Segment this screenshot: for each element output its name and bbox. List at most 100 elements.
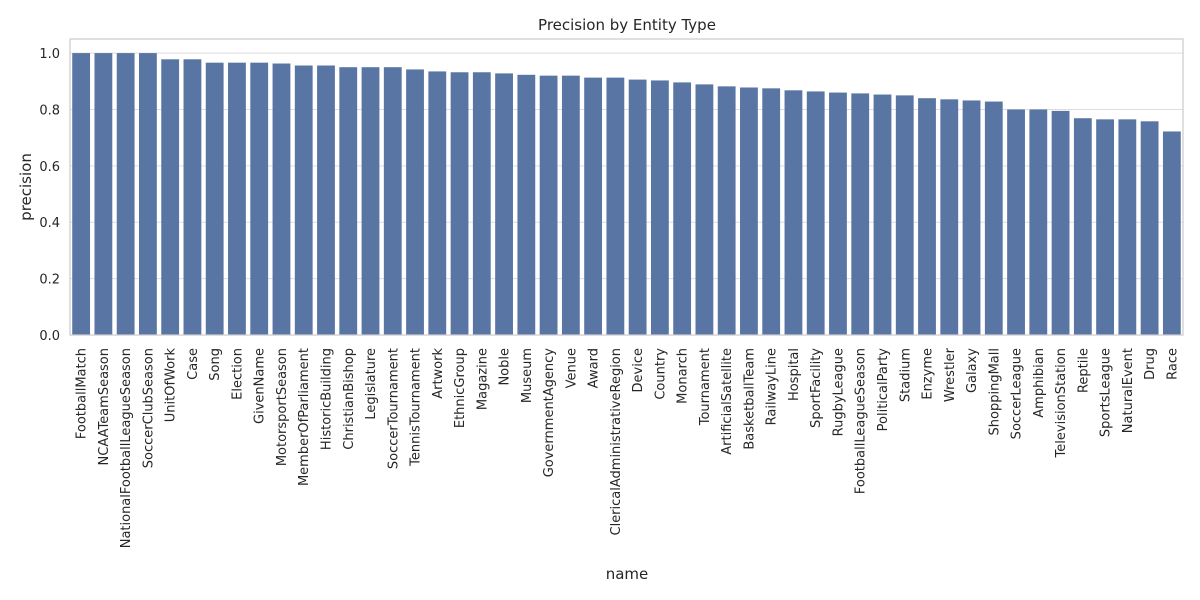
bar-Amphibian	[1029, 109, 1048, 335]
bar-NCAATeamSeason	[94, 53, 113, 335]
bar-Race	[1162, 131, 1181, 335]
x-tick-label: SoccerClubSeason	[141, 348, 156, 468]
bar-TennisTournament	[406, 69, 424, 336]
bar-BasketballTeam	[740, 87, 758, 336]
bar-ShoppingMall	[984, 101, 1003, 335]
bar-MemberOfParliament	[294, 65, 313, 335]
y-axis-label: precision	[17, 153, 35, 221]
x-tick-label: Tournament	[698, 348, 713, 426]
x-tick-label: HistoricBuilding	[319, 348, 334, 450]
x-tick-label: FootballMatch	[75, 348, 90, 439]
x-tick-label: NationalFootballLeagueSeason	[119, 348, 134, 548]
x-tick-label: Reptile	[1076, 348, 1091, 393]
x-tick-label: ShoppingMall	[987, 348, 1002, 435]
y-tick-label: 0.6	[39, 160, 60, 175]
bar-RailwayLine	[762, 88, 781, 335]
x-tick-label: Monarch	[676, 348, 691, 404]
x-tick-label: MotorsportSeason	[275, 348, 290, 466]
bar-EthnicGroup	[450, 72, 469, 335]
x-tick-label: SportFacility	[809, 348, 824, 428]
x-tick-label: Country	[653, 348, 668, 400]
bar-Hospital	[784, 90, 803, 335]
x-tick-label: Amphibian	[1032, 348, 1047, 418]
x-tick-label: Museum	[520, 348, 535, 403]
bar-Wrestler	[940, 99, 959, 335]
x-tick-label: SportsLeague	[1099, 348, 1114, 437]
x-axis-label: name	[606, 565, 649, 583]
x-tick-label: Legislature	[364, 348, 379, 420]
bar-Museum	[517, 74, 536, 335]
bar-SportFacility	[806, 91, 825, 335]
bar-HistoricBuilding	[317, 65, 335, 335]
x-tick-label: Song	[208, 348, 223, 381]
bar-NaturalEvent	[1118, 119, 1137, 335]
y-tick-label: 1.0	[39, 47, 60, 62]
x-tick-label: ClericalAdministrativeRegion	[609, 348, 624, 536]
bar-GovernmentAgency	[539, 75, 558, 336]
x-tick-label: GovernmentAgency	[542, 348, 557, 478]
x-tick-label: PoliticalParty	[876, 348, 891, 432]
bar-Stadium	[895, 95, 914, 335]
x-tick-label: TelevisionStation	[1054, 348, 1069, 458]
x-tick-label: Galaxy	[965, 348, 980, 393]
x-tick-label: Venue	[564, 348, 579, 388]
bar-GivenName	[250, 62, 269, 336]
x-tick-label: Case	[186, 348, 201, 380]
x-tick-label: Election	[230, 348, 245, 400]
x-tick-label: Stadium	[898, 348, 913, 402]
bar-Song	[205, 62, 224, 336]
y-tick-labels: 0.0 0.2 0.4 0.6 0.8 1.0	[39, 47, 60, 344]
bar-UnitOfWork	[161, 59, 180, 335]
x-tick-label: Race	[1165, 348, 1180, 380]
bar-Election	[228, 62, 246, 336]
bar-Tournament	[695, 84, 714, 336]
x-tick-label: NaturalEvent	[1121, 348, 1136, 433]
bar-Case	[183, 59, 202, 335]
bar-ChristianBishop	[339, 67, 358, 335]
bar-Drug	[1140, 121, 1159, 335]
bar-Noble	[495, 73, 513, 335]
bar-TelevisionStation	[1051, 110, 1070, 335]
x-tick-label: EthnicGroup	[453, 348, 468, 428]
bar-Galaxy	[962, 100, 981, 336]
x-tick-label: Award	[587, 348, 602, 388]
bar-Artwork	[428, 71, 447, 336]
bar-NationalFootballLeagueSeason	[116, 53, 135, 335]
x-tick-labels: FootballMatch NCAATeamSeason NationalFootb…	[75, 347, 1181, 548]
bar-Legislature	[361, 67, 380, 335]
x-tick-label: SoccerTournament	[386, 348, 401, 469]
x-tick-label: BasketballTeam	[742, 348, 757, 450]
bar-RugbyLeague	[829, 92, 847, 335]
x-tick-label: RugbyLeague	[831, 348, 846, 436]
bar-MotorsportSeason	[272, 63, 291, 335]
x-tick-label: SoccerLeague	[1010, 348, 1025, 439]
plot-frame	[69, 38, 1184, 336]
x-tick-label: GivenName	[253, 348, 268, 424]
x-tick-label: Artwork	[431, 348, 446, 399]
y-tick-label: 0.4	[39, 216, 60, 231]
bar-Magazine	[472, 72, 491, 335]
bar-SoccerTournament	[383, 67, 402, 335]
x-tick-label: FootballLeagueSeason	[854, 348, 869, 494]
x-tick-label: NCAATeamSeason	[97, 348, 112, 465]
y-tick-label: 0.0	[39, 329, 60, 344]
bar-ClericalAdministrativeRegion	[606, 77, 625, 336]
bar-SoccerLeague	[1007, 109, 1025, 335]
x-tick-label: Drug	[1143, 348, 1158, 380]
x-tick-label: RailwayLine	[765, 348, 780, 425]
bars	[72, 53, 1181, 336]
x-tick-label: Magazine	[475, 348, 490, 410]
x-tick-label: Wrestler	[943, 347, 958, 402]
x-tick-label: ChristianBishop	[342, 348, 357, 450]
bar-Enzyme	[918, 98, 936, 335]
x-tick-label: UnitOfWork	[164, 348, 179, 423]
bar-Country	[650, 80, 669, 335]
x-tick-label: Enzyme	[921, 348, 936, 400]
x-tick-label: MemberOfParliament	[297, 348, 312, 486]
bar-PoliticalParty	[873, 94, 892, 335]
bar-Monarch	[673, 82, 692, 335]
bar-FootballLeagueSeason	[851, 93, 870, 335]
chart-title: Precision by Entity Type	[538, 16, 716, 34]
y-tick-label: 0.2	[39, 273, 60, 288]
